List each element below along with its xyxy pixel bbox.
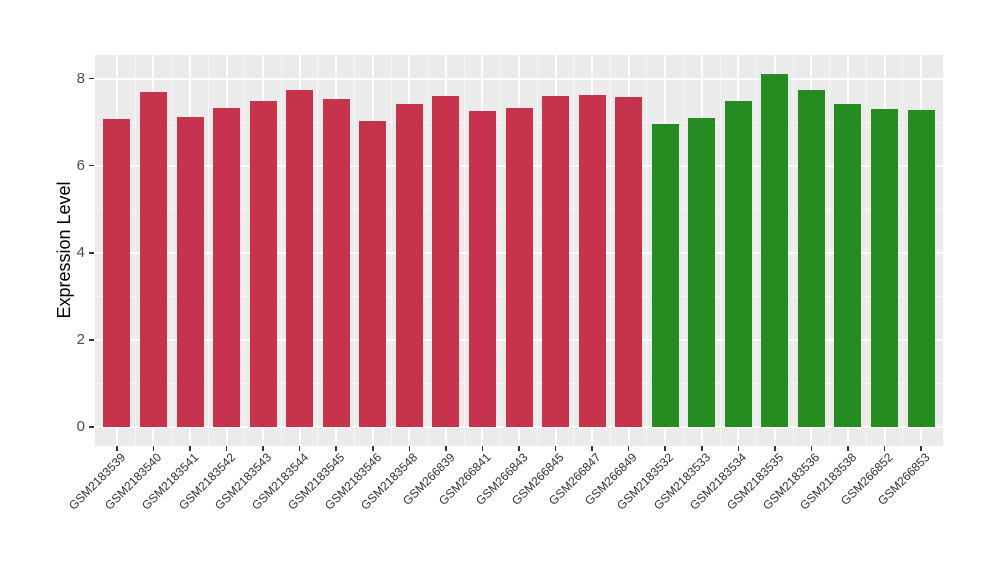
bar-GSM2183533 (688, 118, 716, 427)
x-minor-gridline (134, 55, 136, 446)
x-tick-mark (847, 446, 849, 451)
y-tick-label: 6 (76, 156, 85, 174)
x-tick-mark (737, 446, 740, 451)
x-tick-mark (481, 446, 484, 451)
x-tick-mark (810, 446, 813, 451)
x-tick-mark (116, 446, 118, 451)
x-minor-gridline (427, 55, 429, 446)
x-minor-gridline (756, 55, 758, 446)
bar-GSM2183541 (176, 116, 204, 427)
y-tick-mark (89, 426, 94, 428)
x-minor-gridline (719, 55, 721, 446)
x-minor-gridline (573, 55, 575, 446)
bar-GSM2183538 (834, 104, 862, 427)
x-tick-mark (664, 446, 666, 451)
y-tick-label: 2 (76, 330, 85, 348)
bar-GSM2183532 (651, 124, 679, 427)
x-minor-gridline (463, 55, 465, 446)
x-tick-mark (225, 446, 228, 451)
bar-GSM2183545 (322, 99, 350, 427)
bar-GSM2183534 (724, 101, 752, 427)
x-minor-gridline (317, 55, 319, 446)
y-tick-mark (89, 252, 94, 254)
bar-GSM266852 (871, 108, 899, 427)
y-tick-label: 4 (76, 243, 85, 261)
x-minor-gridline (682, 55, 684, 446)
bar-GSM2183536 (797, 89, 825, 427)
y-tick-mark (89, 77, 94, 80)
bar-GSM266849 (615, 96, 643, 427)
bar-GSM2183544 (286, 89, 314, 427)
plot-panel (95, 55, 943, 446)
x-minor-gridline (646, 55, 648, 446)
x-tick-mark (627, 446, 630, 451)
bar-GSM2183546 (359, 120, 387, 427)
x-minor-gridline (244, 55, 246, 446)
x-tick-mark (700, 446, 703, 451)
x-tick-mark (298, 446, 301, 451)
x-tick-mark (883, 446, 886, 451)
x-minor-gridline (207, 55, 209, 446)
x-tick-mark (262, 446, 264, 451)
x-tick-mark (518, 446, 520, 451)
x-tick-mark (371, 446, 374, 451)
x-tick-mark (554, 446, 557, 451)
bar-GSM266843 (505, 107, 533, 427)
x-tick-mark (774, 446, 776, 451)
x-tick-mark (445, 446, 447, 451)
x-minor-gridline (280, 55, 282, 446)
bar-GSM2183540 (139, 92, 167, 427)
x-tick-mark (591, 446, 593, 451)
y-tick-mark (89, 339, 94, 341)
bar-GSM2183548 (395, 104, 423, 427)
x-tick-mark (189, 446, 191, 451)
x-minor-gridline (171, 55, 173, 446)
x-minor-gridline (536, 55, 538, 446)
x-tick-mark (335, 446, 338, 451)
x-minor-gridline (865, 55, 867, 446)
x-minor-gridline (390, 55, 392, 446)
x-minor-gridline (354, 55, 356, 446)
bar-GSM266847 (578, 95, 606, 427)
bar-GSM2183539 (103, 118, 131, 427)
x-tick-mark (152, 446, 155, 451)
y-tick-label: 0 (76, 418, 85, 435)
bar-GSM2183535 (761, 73, 789, 427)
bar-GSM266845 (542, 96, 570, 427)
x-tick-mark (408, 446, 411, 451)
bar-GSM266839 (432, 95, 460, 427)
x-minor-gridline (609, 55, 611, 446)
x-minor-gridline (792, 55, 794, 446)
x-minor-gridline (902, 55, 904, 446)
y-tick-mark (89, 164, 94, 167)
bar-GSM266853 (907, 109, 935, 427)
x-minor-gridline (500, 55, 502, 446)
y-tick-label: 8 (76, 69, 85, 87)
bar-GSM2183543 (249, 100, 277, 427)
x-minor-gridline (829, 55, 831, 446)
bar-GSM2183542 (213, 108, 241, 427)
bar-GSM266841 (468, 110, 496, 427)
x-tick-mark (920, 446, 922, 451)
